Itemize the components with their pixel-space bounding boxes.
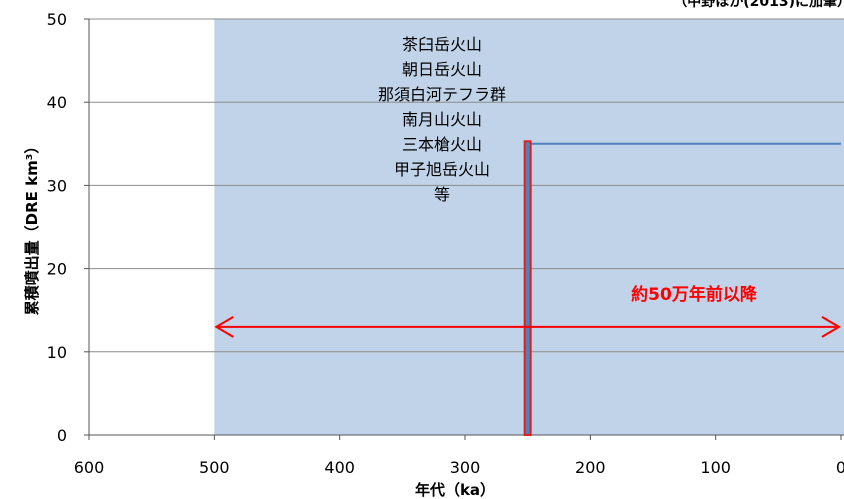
eruption-bar xyxy=(523,140,532,437)
x-tick-label: 600 xyxy=(74,458,105,477)
range-arrow-right-head xyxy=(821,315,841,338)
eruption-bar-rect xyxy=(523,140,532,437)
grid-lines xyxy=(89,18,844,353)
y-tick-label: 30 xyxy=(47,176,67,195)
y-tick-label: 10 xyxy=(47,343,67,362)
x-tick-label: 400 xyxy=(324,458,355,477)
x-tick-label: 500 xyxy=(199,458,230,477)
y-tick-label: 0 xyxy=(57,426,67,445)
volcano-list-2: 朝日岳火山 xyxy=(402,60,482,79)
range-arrow xyxy=(214,315,841,338)
x-tick-label: 200 xyxy=(575,458,606,477)
x-tick-label: 0 xyxy=(836,458,844,477)
range-arrow-left-head xyxy=(214,315,234,338)
x-tick-label: 100 xyxy=(700,458,731,477)
y-tick-label: 40 xyxy=(47,93,67,112)
volcano-list-1: 茶臼岳火山 xyxy=(402,35,482,54)
volcano-list-6: 甲子旭岳火山 xyxy=(394,160,490,179)
volcano-list-5: 三本槍火山 xyxy=(402,135,482,154)
x-axis-title: 年代（ka） xyxy=(415,481,495,499)
source-note: （中野ほか(2013)に加筆） xyxy=(673,0,844,10)
y-axis-title: 累積噴出量（DRE km³） xyxy=(23,139,41,316)
volcano-list-4: 南月山火山 xyxy=(402,110,482,129)
y-tick-label: 50 xyxy=(47,10,67,29)
x-tick-label: 300 xyxy=(450,458,481,477)
range-label: 約50万年前以降 xyxy=(631,284,758,305)
volcano-list-7: 等 xyxy=(434,185,450,204)
y-tick-labels: 0 10 20 30 40 50 xyxy=(47,10,89,445)
y-tick-label: 20 xyxy=(47,260,67,279)
volcano-list-3: 那須白河テフラ群 xyxy=(378,85,506,104)
x-tick-labels: 600 500 400 300 200 100 0 xyxy=(74,435,844,477)
